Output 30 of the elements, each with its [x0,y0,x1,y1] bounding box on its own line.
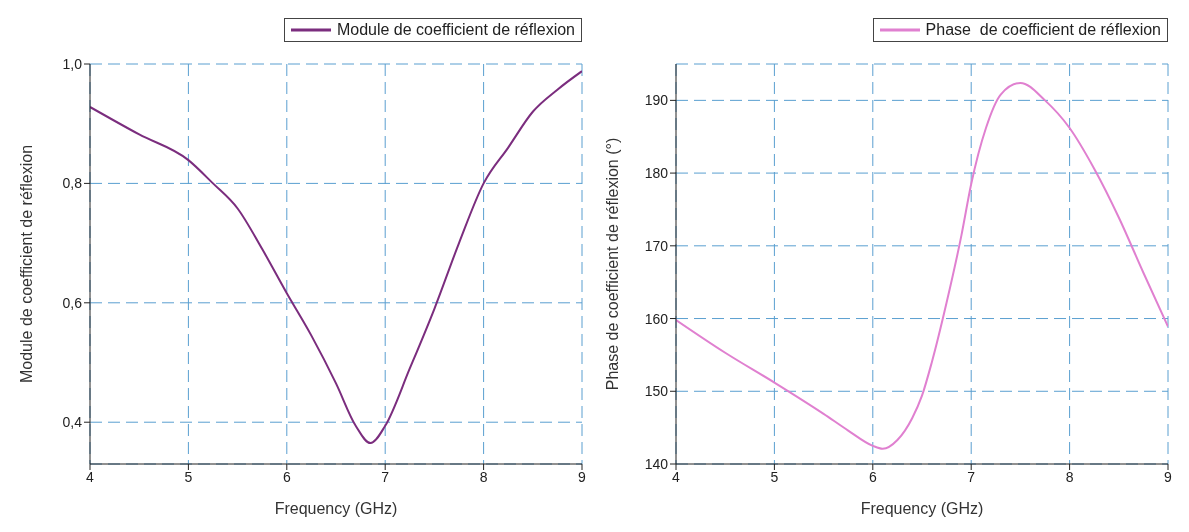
x-axis-title: Frequency (GHz) [860,500,984,517]
legend-label: Module de coefficient de réflexion [336,21,575,39]
line-series [676,81,1168,450]
x-tick-label: 8 [1065,468,1074,485]
y-axis-title: Module de coefficient de réflexion [17,144,35,384]
legend-label: Phase de coefficient de réflexion [925,21,1161,39]
x-tick-label: 5 [770,468,779,485]
y-axis-title: Phase de coefficient de réflexion (°) [603,137,621,391]
x-tick-label: 9 [1164,468,1173,485]
y-tick-label: 180 [644,165,669,182]
y-tick-label: 1,0 [62,55,83,72]
y-tick-label: 0,6 [62,294,83,311]
x-tick-label: 9 [578,468,587,485]
line-series [90,70,582,445]
y-tick-label: 0,4 [62,414,83,431]
y-tick-label: 0,8 [62,175,83,192]
x-tick-label: 7 [967,468,976,485]
x-tick-label: 6 [282,468,291,485]
x-tick-label: 6 [868,468,877,485]
x-tick-label: 7 [381,468,390,485]
x-tick-label: 4 [672,468,681,485]
x-tick-label: 8 [479,468,488,485]
y-tick-label: 170 [644,237,669,254]
x-tick-label: 4 [86,468,95,485]
x-tick-label: 5 [184,468,193,485]
y-tick-label: 160 [644,310,669,327]
y-tick-label: 190 [644,92,669,109]
x-axis-title: Frequency (GHz) [274,500,398,517]
y-tick-label: 150 [644,383,669,400]
y-tick-label: 140 [644,455,669,472]
